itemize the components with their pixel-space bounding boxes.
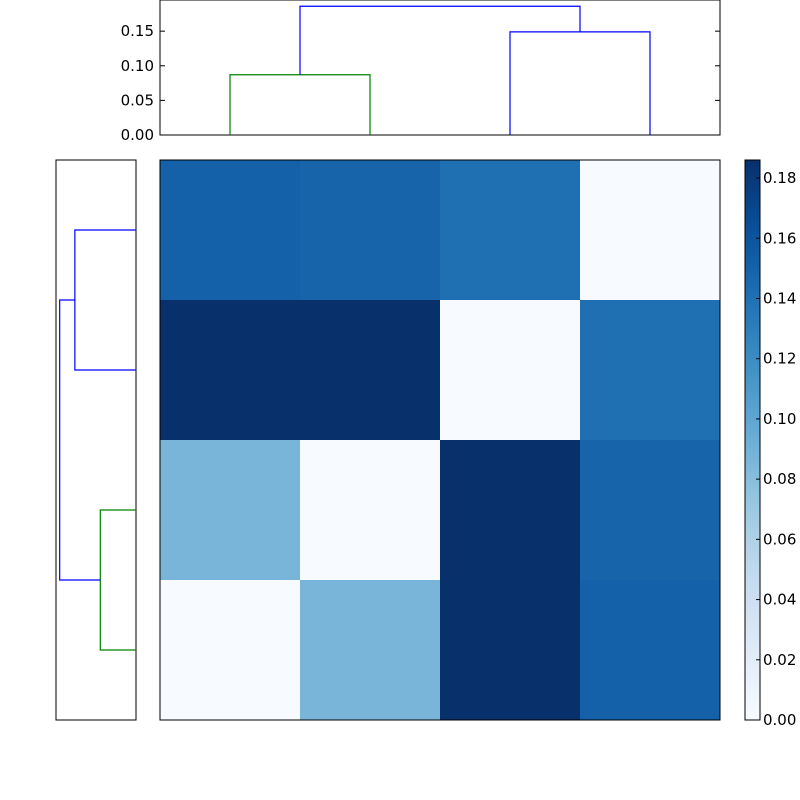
colorbar-tick-label: 0.14: [763, 289, 796, 307]
colorbar-tick-label: 0.02: [763, 651, 796, 669]
heatmap-cell: [300, 440, 440, 580]
colorbar-tick-label: 0.10: [763, 410, 796, 428]
y-tick-label: 0.00: [121, 126, 154, 144]
colorbar-tick-label: 0.18: [763, 169, 796, 187]
heatmap-cell: [300, 300, 440, 440]
heatmap-cell: [580, 160, 720, 300]
heatmap-cell: [440, 300, 580, 440]
dendrogram-link: [299, 5, 581, 75]
dendrogram-link: [74, 229, 136, 371]
colorbar: 0.00 0.02 0.04 0.06 0.08 0.10 0.12 0.14 0.16 0.18: [744, 159, 796, 729]
dendrogram-link: [509, 31, 651, 135]
dendrogram-link: [59, 299, 101, 581]
colorbar-tick-label: 0.08: [763, 470, 796, 488]
heatmap-cell: [580, 580, 720, 720]
heatmap-cell: [160, 440, 300, 580]
dendrogram-link: [229, 74, 371, 135]
y-tick-label: 0.10: [121, 57, 154, 75]
colorbar-tick-label: 0.06: [763, 530, 796, 548]
heatmap-cell: [160, 300, 300, 440]
colorbar-tick-label: 0.16: [763, 229, 796, 247]
heatmap-cell: [440, 440, 580, 580]
heatmap-cell: [580, 440, 720, 580]
heatmap-matrix: [159, 159, 721, 721]
heatmap-cell: [580, 300, 720, 440]
heatmap-cell: [160, 580, 300, 720]
heatmap-cell: [300, 580, 440, 720]
y-tick-label: 0.15: [121, 22, 154, 40]
colorbar-gradient: [744, 159, 761, 721]
heatmap-cell: [440, 160, 580, 300]
heatmap-cell: [300, 160, 440, 300]
dendrogram-link: [99, 509, 136, 651]
colorbar-tick-label: 0.00: [763, 711, 796, 729]
left-dendrogram-frame: [55, 159, 137, 721]
heatmap-frame: [159, 159, 721, 721]
top-dendrogram: 0.00 0.05 0.10 0.15: [121, 0, 721, 144]
colorbar-tick-label: 0.12: [763, 350, 796, 368]
y-tick-label: 0.05: [121, 91, 154, 109]
heatmap-cell: [160, 160, 300, 300]
colorbar-tick-label: 0.04: [763, 591, 796, 609]
top-dendrogram-frame: [159, 0, 721, 136]
heatmap-cell: [440, 580, 580, 720]
left-dendrogram: [55, 159, 137, 721]
